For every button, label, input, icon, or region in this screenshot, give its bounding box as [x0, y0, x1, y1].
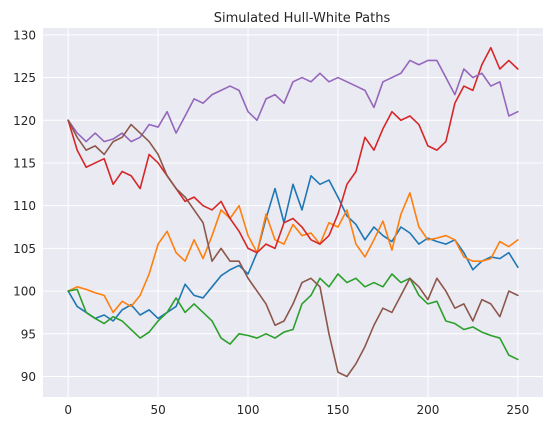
x-tick-label-1: 50: [150, 403, 165, 417]
x-tick-label-4: 200: [416, 403, 439, 417]
y-tick-label-2: 100: [13, 285, 36, 299]
y-tick-label-4: 110: [13, 199, 36, 213]
series-line-5: [67, 59, 519, 143]
y-tick-label-3: 105: [13, 242, 36, 256]
y-tick-label-6: 120: [13, 114, 36, 128]
x-tick-label-0: 0: [64, 403, 72, 417]
y-tick-label-7: 125: [13, 71, 36, 85]
plot-background: [43, 28, 543, 397]
x-tick-label-3: 150: [327, 403, 350, 417]
y-tick-label-1: 95: [21, 327, 36, 341]
x-tick-label-5: 250: [506, 403, 529, 417]
series-group: [67, 46, 519, 378]
series-line-3: [67, 273, 519, 361]
chart-title: Simulated Hull-White Paths: [214, 11, 391, 26]
y-axis: 90 95 100 105 110 115 120 125 130: [13, 28, 36, 384]
series-line-6: [67, 119, 519, 378]
y-tick-label-8: 130: [13, 28, 36, 42]
y-tick-label-5: 115: [13, 156, 36, 170]
x-axis: 0 50 100 150 200 250: [64, 403, 529, 417]
x-tick-label-2: 100: [237, 403, 260, 417]
series-line-2: [67, 192, 519, 314]
series-line-4: [67, 46, 519, 254]
y-tick-label-0: 90: [21, 370, 36, 384]
series-line-1: [67, 174, 519, 322]
